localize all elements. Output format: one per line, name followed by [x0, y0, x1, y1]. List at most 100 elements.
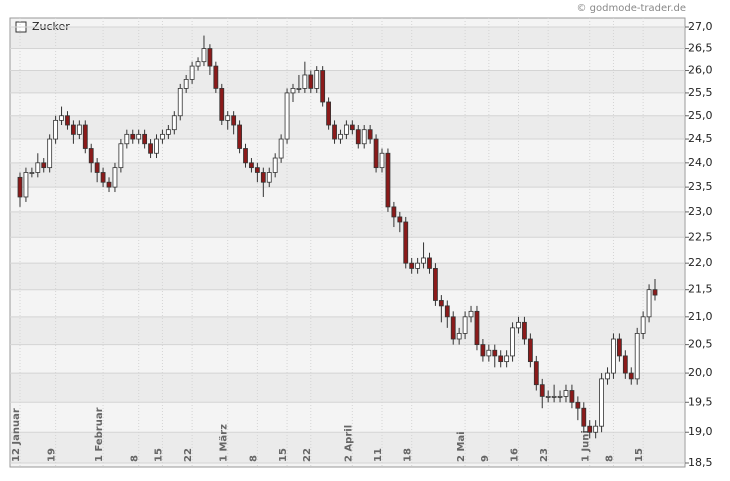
candle-body: [616, 338, 622, 357]
candle-body: [427, 257, 432, 269]
candle-body: [462, 316, 468, 334]
candle-body: [112, 167, 118, 188]
candle-body: [361, 129, 367, 145]
band: [11, 373, 684, 403]
candle-body: [53, 119, 59, 140]
y-tick-label: 22,0: [688, 256, 713, 269]
band: [11, 70, 684, 93]
candle-body: [320, 70, 326, 103]
candle-body: [272, 157, 278, 173]
candle-body: [23, 172, 29, 198]
x-tick-label: 2 April: [343, 425, 354, 462]
y-tick-label: 27,0: [688, 20, 713, 33]
candle-body: [569, 390, 575, 403]
candle-body: [581, 407, 587, 427]
x-tick-label: 8: [604, 455, 615, 462]
candle-body: [195, 61, 201, 67]
candle-body: [391, 206, 397, 218]
candle-body: [201, 48, 207, 63]
candle-body: [492, 349, 498, 357]
candle-body: [106, 181, 112, 188]
candle-body: [397, 216, 403, 223]
x-tick-label: 15: [634, 448, 645, 462]
band: [11, 316, 684, 345]
candle-body: [379, 152, 385, 169]
candle-body: [468, 310, 474, 318]
candle-body: [118, 143, 124, 169]
y-tick-label: 23,5: [688, 180, 713, 193]
candle-body: [314, 70, 320, 89]
candle-body: [480, 344, 486, 357]
candle-body: [403, 221, 409, 264]
y-tick-label: 22,5: [688, 230, 713, 243]
candle-body: [160, 133, 165, 140]
x-tick-label: 19: [47, 448, 58, 462]
candle-body: [71, 124, 76, 135]
candle-body: [456, 333, 462, 340]
candle-body: [225, 115, 231, 121]
x-tick-label: 8: [248, 455, 259, 462]
x-tick-label: 9: [480, 455, 491, 462]
candle-body: [254, 167, 260, 173]
x-tick-label: 1 Februar: [94, 407, 105, 462]
candle-body: [213, 65, 219, 89]
candle-body: [183, 79, 189, 89]
x-tick-label: 22: [183, 448, 194, 462]
candle-body: [599, 378, 604, 427]
x-tick-label: 15: [153, 448, 164, 462]
band: [11, 263, 684, 290]
candle-body: [100, 172, 106, 183]
y-tick-label: 19,0: [688, 425, 713, 438]
y-tick-label: 19,5: [688, 395, 713, 408]
y-tick-label: 26,0: [688, 64, 713, 77]
candle-body: [278, 138, 284, 159]
candle-body: [59, 115, 64, 121]
candle-body: [385, 152, 391, 208]
candle-body: [189, 65, 195, 80]
x-tick-label: 16: [510, 448, 521, 462]
band: [11, 211, 684, 238]
candle-body: [136, 133, 142, 140]
candle-body: [421, 257, 426, 264]
candle-body: [237, 124, 242, 149]
x-tick-label: 12 Januar: [11, 408, 22, 462]
candle-body: [17, 176, 23, 198]
y-tick-label: 26,5: [688, 42, 713, 55]
candle-body: [332, 124, 337, 140]
x-tick-label: 2 Mai: [456, 431, 467, 462]
candle-body: [154, 138, 159, 154]
candle-body: [355, 129, 361, 145]
candle-body: [296, 88, 302, 90]
candle-body: [474, 310, 480, 346]
y-tick-label: 23,0: [688, 205, 713, 218]
y-tick-label: 21,5: [688, 283, 713, 296]
candle-body: [88, 148, 94, 164]
candle-body: [373, 138, 379, 169]
candle-body: [652, 289, 658, 296]
candle-body: [124, 133, 130, 145]
candle-body: [41, 162, 47, 169]
y-tick-label: 25,0: [688, 109, 713, 122]
candle-body: [557, 395, 563, 398]
candle-body: [284, 92, 290, 140]
y-tick-label: 25,5: [688, 86, 713, 99]
x-tick-label: 1 März: [219, 424, 230, 462]
candle-body: [47, 138, 53, 169]
candle-body: [504, 355, 510, 363]
candle-body: [516, 321, 521, 329]
candle-body: [29, 172, 35, 174]
candle-body: [510, 327, 515, 357]
candle-body: [575, 401, 581, 409]
candle-body: [308, 74, 314, 89]
candle-body: [130, 133, 136, 140]
candle-body: [539, 384, 545, 397]
candle-body: [551, 395, 557, 398]
candle-body: [249, 162, 254, 169]
candle-body: [266, 172, 272, 183]
candle-body: [587, 425, 593, 433]
candle-body: [142, 133, 148, 145]
x-tick-label: 23: [539, 448, 550, 462]
y-tick-label: 18,5: [688, 456, 713, 469]
x-tick-label: 18: [403, 448, 414, 462]
